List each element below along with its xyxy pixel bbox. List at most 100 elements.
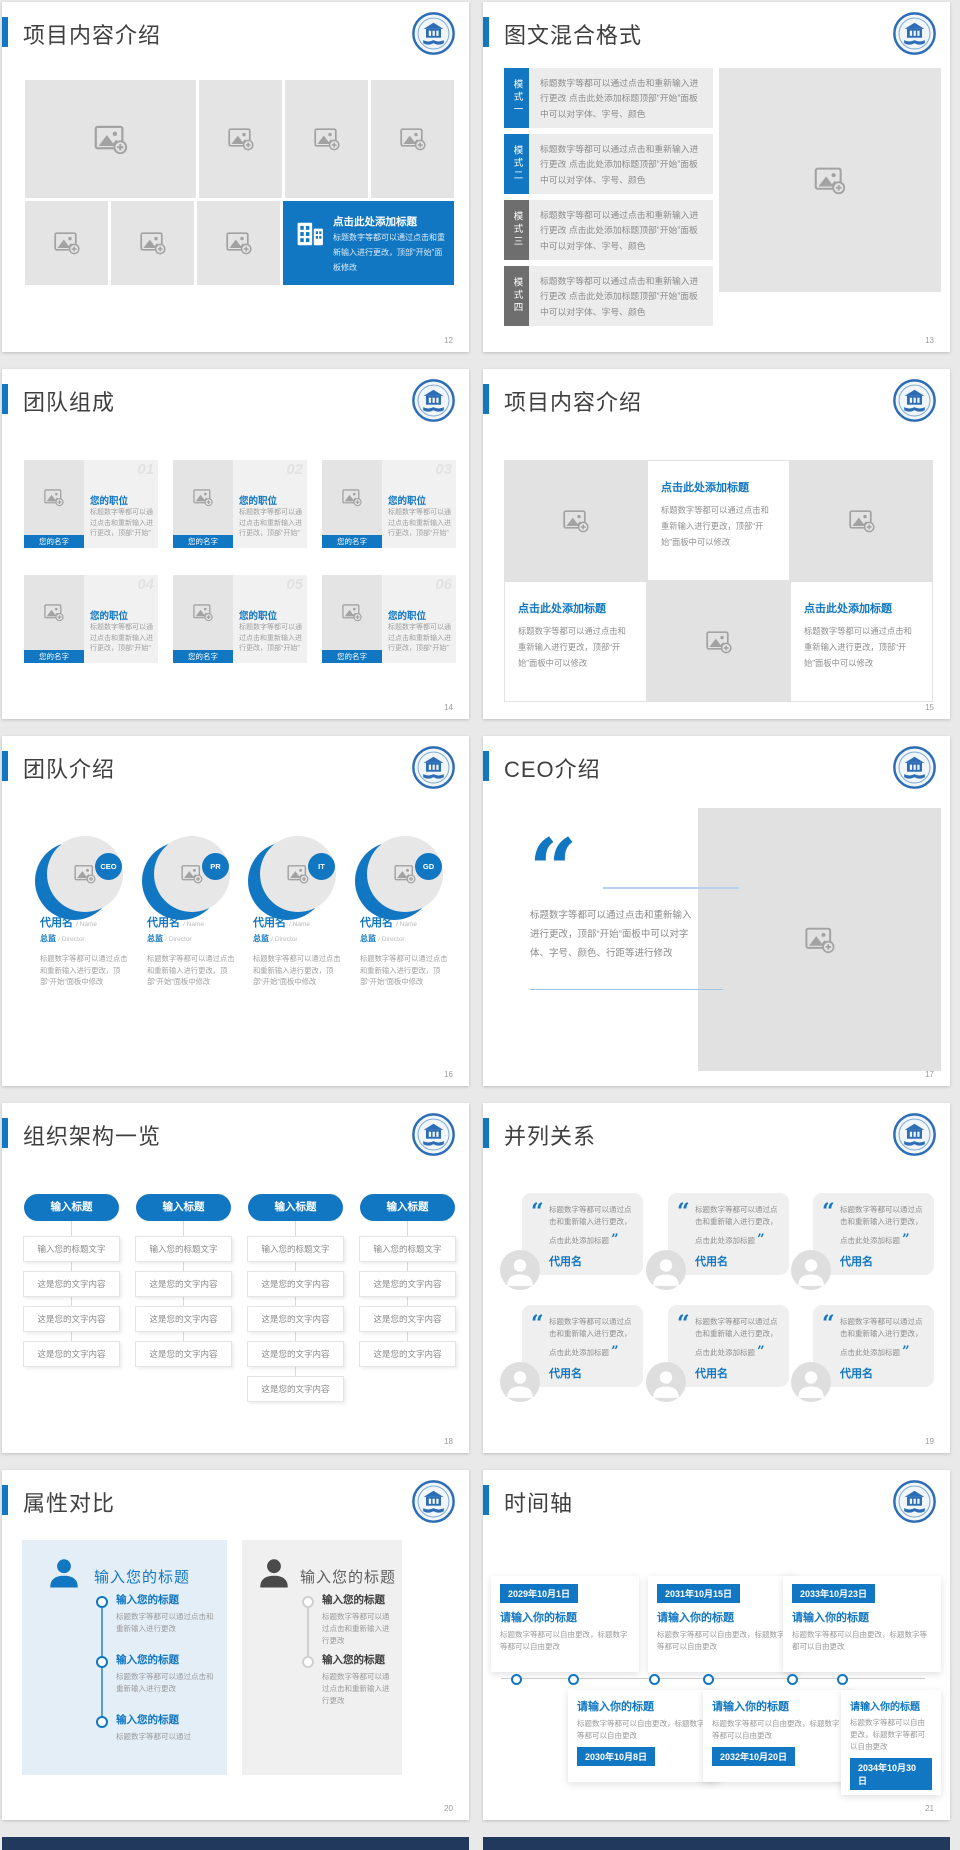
school-emblem-logo-icon — [892, 1112, 937, 1157]
person-icon — [256, 1556, 292, 1592]
divider-line — [603, 887, 739, 889]
image-placeholder — [24, 460, 84, 535]
event-body: 标题数字等都可以自由更改，标题数字等都可以自由更改 — [657, 1630, 785, 1651]
event-title: 请输入你的标题 — [577, 1701, 654, 1713]
timeline-node — [302, 1656, 314, 1668]
slide-thumbnail-13[interactable]: 图文混合格式 模式一 标题数字等都可以通过点击和重新输入进行更改 点击此处添加标… — [483, 2, 950, 352]
person-name: 代用名 — [147, 917, 180, 929]
quote-text: 标题数字等都可以通过点击和重新输入进行更改，点击此处添加标题 — [549, 1205, 632, 1245]
quote-text: 标题数字等都可以通过点击和重新输入进行更改，点击此处添加标题 — [840, 1317, 923, 1357]
person-role-en: / Director — [58, 936, 85, 943]
quote-card: 标题数字等都可以通过点击和重新输入进行更改，点击此处添加标题 代用名 — [522, 1193, 643, 1275]
add-image-icon — [193, 488, 213, 507]
card-title: 点击此处添加标题 — [661, 482, 749, 494]
person-body: 标题数字等都可以通过点击和重新输入进行更改，顶部“开始”面板中修改 — [147, 954, 235, 987]
school-emblem-logo-icon — [411, 11, 456, 56]
quote-text: 标题数字等都可以通过点击和重新输入进行更改，点击此处添加标题 — [695, 1317, 778, 1357]
team-member-card: 03 您的名字 您的职位 标题数字等都可以通过点击和重新输入进行更改，顶部“开始… — [322, 460, 456, 548]
text-card: 点击此处添加标题 标题数字等都可以通过点击和重新输入进行更改，顶部“开始”面板中… — [647, 460, 790, 581]
slide-thumbnail-12[interactable]: 项目内容介绍 点击此处添加标题 标题数字等都可以通过点击和重新输入进行更改，顶部… — [2, 2, 469, 352]
school-emblem-logo-icon — [892, 745, 937, 790]
add-image-icon — [400, 127, 426, 151]
person-role-en: / Director — [378, 936, 405, 943]
item-title: 输入您的标题 — [116, 1714, 179, 1726]
add-image-icon — [193, 603, 213, 622]
date-badge: 2029年10月1日 — [500, 1584, 579, 1603]
role-badge: CEO — [95, 853, 122, 880]
slide-thumbnail-19[interactable]: 并列关系 标题数字等都可以通过点击和重新输入进行更改，点击此处添加标题 代用名 … — [483, 1103, 950, 1453]
add-image-icon — [140, 231, 166, 255]
event-title: 请输入你的标题 — [850, 1702, 920, 1713]
slide-thumbnail-20[interactable]: 属性对比 输入您的标题 输入您的标题 标题数字等都可以通过点击和重新输入进行更改… — [2, 1470, 469, 1820]
avatar-icon — [646, 1250, 686, 1290]
slide-title: 项目内容介绍 — [504, 390, 643, 415]
mode-body: 标题数字等都可以通过点击和重新输入进行更改 点击此处添加标题顶部“开始”面板中可… — [529, 134, 713, 194]
page-number: 14 — [444, 703, 453, 712]
profile-text: 代用名 / Name 总监 / Director 标题数字等都可以通过点击和重新… — [147, 914, 239, 988]
add-image-icon — [74, 864, 96, 884]
image-placeholder — [647, 581, 790, 702]
timeline-node — [302, 1596, 314, 1608]
add-image-icon — [563, 509, 589, 533]
item-title: 输入您的标题 — [322, 1654, 385, 1666]
org-box-item: 这是您的文字内容 — [135, 1271, 232, 1297]
next-slide-peek[interactable] — [483, 1837, 950, 1850]
close-quote-icon — [757, 1236, 764, 1245]
card-title: 点击此处添加标题 — [804, 603, 892, 615]
event-body: 标题数字等都可以自由更改，标题数字等都可以自由更改 — [500, 1630, 628, 1651]
callout-body: 标题数字等都可以通过点击和重新输入进行更改，顶部“开始”面板修改 — [333, 233, 445, 272]
profile-text: 代用名 / Name 总监 / Director 标题数字等都可以通过点击和重新… — [40, 914, 132, 988]
title-accent-bar — [483, 751, 489, 781]
slide-thumbnail-15[interactable]: 项目内容介绍 点击此处添加标题 标题数字等都可以通过点击和重新输入进行更改，顶部… — [483, 369, 950, 719]
add-image-icon — [314, 127, 340, 151]
page-number: 12 — [444, 336, 453, 345]
team-member-card: 02 您的名字 您的职位 标题数字等都可以通过点击和重新输入进行更改，顶部“开始… — [173, 460, 307, 548]
team-member-card: 05 您的名字 您的职位 标题数字等都可以通过点击和重新输入进行更改，顶部“开始… — [173, 575, 307, 663]
team-member-card: 06 您的名字 您的职位 标题数字等都可以通过点击和重新输入进行更改，顶部“开始… — [322, 575, 456, 663]
event-body: 标题数字等都可以自由更改，标题数字等都可以自由更改 — [792, 1630, 927, 1651]
event-title: 请输入你的标题 — [657, 1612, 734, 1624]
profile-text: 代用名 / Name 总监 / Director 标题数字等都可以通过点击和重新… — [253, 914, 345, 988]
person-icon — [46, 1556, 82, 1592]
date-badge: 2031年10月15日 — [657, 1584, 741, 1603]
add-image-icon — [805, 926, 835, 954]
slide-title: 团队组成 — [23, 390, 116, 415]
add-image-icon — [44, 603, 64, 622]
org-column-header: 输入标题 — [360, 1194, 455, 1221]
quote-text: 标题数字等都可以通过点击和重新输入进行更改，点击此处添加标题 — [840, 1205, 923, 1245]
close-quote-icon — [757, 1348, 764, 1357]
mode-body: 标题数字等都可以通过点击和重新输入进行更改 点击此处添加标题顶部“开始”面板中可… — [529, 68, 713, 128]
underline — [530, 989, 723, 990]
slide-thumbnail-21[interactable]: 时间轴 2029年10月1日 请输入你的标题 标题数字等都可以自由更改，标题数字… — [483, 1470, 950, 1820]
profile-text: 代用名 / Name 总监 / Director 标题数字等都可以通过点击和重新… — [360, 914, 452, 988]
timeline-node — [568, 1674, 579, 1685]
card-number: 06 — [435, 576, 452, 593]
comparison-panel-left: 输入您的标题 输入您的标题 标题数字等都可以通过点击和重新输入进行更改 输入您的… — [22, 1540, 227, 1775]
slide-thumbnail-17[interactable]: CEO介绍 “ 标题数字等都可以通过点击和重新输入进行更改，顶部“开始”面板中可… — [483, 736, 950, 1086]
slide-thumbnail-18[interactable]: 组织架构一览 输入标题 输入标题 输入标题 输入标题 输入您的标题文字 这是您的… — [2, 1103, 469, 1453]
event-title: 请输入你的标题 — [792, 1612, 869, 1624]
close-quote-icon — [611, 1236, 618, 1245]
name-tag: 您的名字 — [322, 650, 382, 663]
title-accent-bar — [483, 1118, 489, 1148]
slide-thumbnail-14[interactable]: 团队组成 01 您的名字 您的职位 标题数字等都可以通过点击和重新输入进行更改，… — [2, 369, 469, 719]
timeline-item: 输入您的标题 标题数字等都可以通过点击和重新输入进行更改 — [116, 1652, 216, 1695]
close-quote-icon — [902, 1348, 909, 1357]
mode-tab: 模式二 — [504, 134, 529, 194]
timeline-node — [96, 1716, 108, 1728]
person-role: 总监 — [253, 934, 269, 943]
add-image-icon — [706, 630, 732, 654]
event-title: 请输入你的标题 — [500, 1612, 577, 1624]
team-member-card: 04 您的名字 您的职位 标题数字等都可以通过点击和重新输入进行更改，顶部“开始… — [24, 575, 158, 663]
person-role: 总监 — [40, 934, 56, 943]
timeline-item: 输入您的标题 标题数字等都可以通过 — [116, 1712, 216, 1743]
org-box-item: 这是您的文字内容 — [135, 1341, 232, 1367]
role-title: 您的职位 — [90, 611, 129, 622]
timeline-line — [307, 1600, 309, 1660]
page-number: 15 — [925, 703, 934, 712]
image-placeholder — [719, 68, 941, 292]
add-image-icon — [849, 509, 875, 533]
building-icon — [296, 221, 324, 247]
slide-thumbnail-16[interactable]: 团队介绍 CEO PR IT GD 代用名 / Name 总监 / Direct… — [2, 736, 469, 1086]
next-slide-peek[interactable] — [2, 1837, 469, 1850]
